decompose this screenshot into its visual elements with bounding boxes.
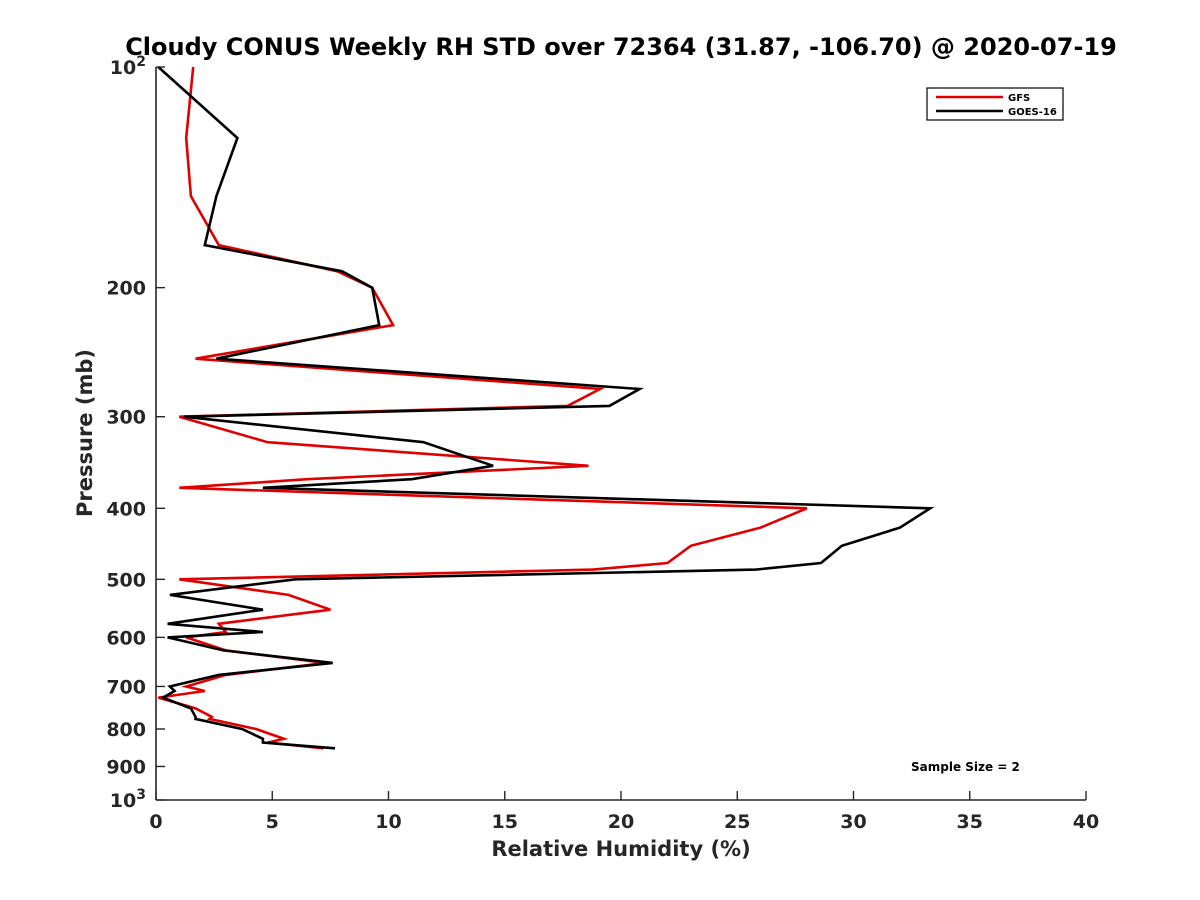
y-tick-label: 700: [106, 676, 146, 698]
legend-label-goes16: GOES-16: [1008, 107, 1057, 118]
x-tick-label: 15: [492, 811, 518, 833]
x-tick-label: 35: [957, 811, 983, 833]
y-ticks: 102 200 300 400 500 600 700 800 900 103: [106, 54, 165, 812]
legend: GFS GOES-16: [926, 87, 1064, 121]
chart-title: Cloudy CONUS Weekly RH STD over 72364 (3…: [125, 33, 1117, 61]
x-tick-label: 10: [375, 811, 401, 833]
y-tick-label: 300: [106, 407, 146, 429]
x-ticks: 0 5 10 15 20 25 30 35 40: [149, 791, 1099, 833]
y-tick-label: 500: [106, 569, 146, 591]
y-tick-label: 200: [106, 278, 146, 300]
x-tick-label: 30: [840, 811, 866, 833]
x-tick-label: 25: [724, 811, 750, 833]
x-axis-label: Relative Humidity (%): [491, 837, 750, 861]
x-tick-label: 5: [266, 811, 279, 833]
y-tick-label: 102: [110, 54, 146, 79]
y-tick-label: 400: [106, 498, 146, 520]
series-line-gfs: [157, 66, 808, 750]
legend-box: [926, 87, 1064, 121]
x-tick-label: 20: [608, 811, 634, 833]
series-line-goes16: [157, 66, 935, 750]
y-tick-label: 600: [106, 627, 146, 649]
legend-label-gfs: GFS: [1008, 93, 1030, 104]
x-tick-label: 0: [149, 811, 162, 833]
y-tick-label: 800: [106, 719, 146, 741]
sample-size-annotation: Sample Size = 2: [911, 760, 1020, 774]
y-tick-label: 103: [110, 787, 146, 812]
x-tick-label: 40: [1073, 811, 1099, 833]
y-axis-label: Pressure (mb): [73, 349, 97, 517]
series-layer: [157, 66, 935, 750]
y-tick-label: 900: [106, 756, 146, 778]
